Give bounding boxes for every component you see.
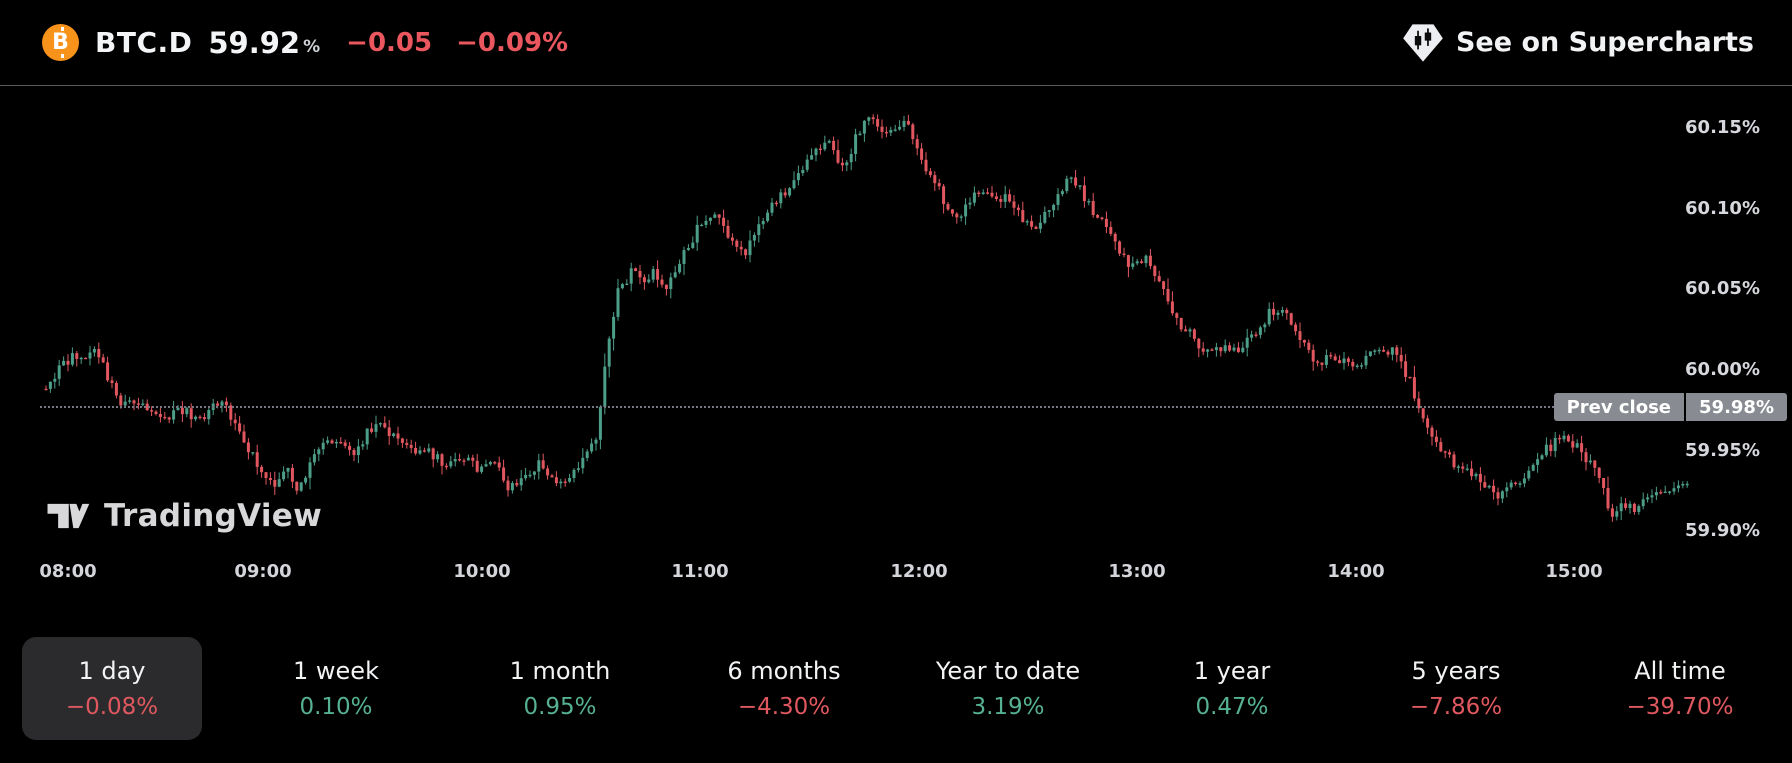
period-label: 1 week: [293, 657, 379, 685]
x-axis-tick: 14:00: [1327, 561, 1385, 582]
bitcoin-bar-bottom: [61, 54, 64, 58]
period-value: −0.08%: [65, 694, 159, 720]
candlestick-chart[interactable]: [0, 87, 1792, 560]
x-axis-tick: 09:00: [234, 561, 292, 582]
period-button-1-year[interactable]: 1 year 0.47%: [1142, 637, 1322, 740]
symbol-price: 59.92: [208, 25, 301, 60]
prev-close-label: Prev close 59.98%: [1553, 393, 1787, 421]
period-selector: 1 day −0.08% 1 week 0.10% 1 month 0.95% 6 mont…: [0, 631, 1792, 746]
bitcoin-b-glyph: B: [52, 30, 69, 55]
y-axis-tick: 59.90%: [1685, 520, 1760, 541]
x-axis-tick: 15:00: [1545, 561, 1603, 582]
period-label: 1 year: [1193, 657, 1271, 685]
tradingview-logo-icon: [47, 503, 90, 529]
y-axis-tick: 60.05%: [1685, 278, 1760, 299]
x-axis-tick: 08:00: [39, 561, 97, 582]
header: B BTC.D 59.92 % −0.05 −0.09% See on Supe…: [0, 0, 1792, 86]
period-value: 0.10%: [299, 694, 373, 720]
y-axis-tick: 59.95%: [1685, 440, 1760, 461]
price-changes: −0.05 −0.09%: [346, 28, 568, 58]
period-label: 1 month: [509, 657, 611, 685]
period-label: 6 months: [727, 657, 841, 685]
period-value: 0.95%: [523, 694, 597, 720]
x-axis-tick: 10:00: [453, 561, 511, 582]
period-button-1-week[interactable]: 1 week 0.10%: [246, 637, 426, 740]
period-button-year-to-date[interactable]: Year to date 3.19%: [918, 637, 1098, 740]
symbol-name: BTC.D: [95, 26, 193, 59]
bitcoin-icon: B: [42, 24, 79, 61]
period-label: 1 day: [78, 657, 146, 685]
period-label: All time: [1634, 657, 1726, 685]
supercharts-icon: [1403, 23, 1443, 62]
change-absolute: −0.05: [346, 27, 433, 58]
period-value: 3.19%: [971, 694, 1045, 720]
price-percent-sign: %: [303, 36, 321, 57]
bitcoin-bar-top: [61, 27, 64, 31]
supercharts-label: See on Supercharts: [1455, 27, 1754, 58]
period-label: 5 years: [1411, 657, 1501, 685]
watermark-label: TradingView: [104, 498, 323, 534]
period-button-all-time[interactable]: All time −39.70%: [1590, 637, 1770, 740]
prev-close-value: 59.98%: [1686, 393, 1787, 421]
chart-area: Prev close 59.98% 60.15% 60.10% 60.05% 60.0…: [0, 87, 1792, 582]
change-percent: −0.09%: [456, 27, 569, 58]
period-button-5-years[interactable]: 5 years −7.86%: [1366, 637, 1546, 740]
period-button-1-month[interactable]: 1 month 0.95%: [470, 637, 650, 740]
y-axis-tick: 60.10%: [1685, 198, 1760, 219]
y-axis-tick: 60.00%: [1685, 359, 1760, 380]
period-value: −39.70%: [1626, 694, 1734, 720]
period-button-1-day[interactable]: 1 day −0.08%: [22, 637, 202, 740]
x-axis-tick: 13:00: [1108, 561, 1166, 582]
period-button-6-months[interactable]: 6 months −4.30%: [694, 637, 874, 740]
x-axis-tick: 11:00: [671, 561, 729, 582]
y-axis-tick: 60.15%: [1685, 117, 1760, 138]
prev-close-line: [40, 406, 1586, 408]
x-axis-tick: 12:00: [890, 561, 948, 582]
prev-close-text: Prev close: [1553, 393, 1685, 421]
period-label: Year to date: [935, 657, 1081, 685]
symbol-group: B BTC.D 59.92 % −0.05 −0.09%: [42, 24, 568, 61]
period-value: 0.47%: [1195, 694, 1269, 720]
tradingview-watermark[interactable]: TradingView: [46, 496, 322, 536]
period-value: −4.30%: [737, 694, 831, 720]
period-value: −7.86%: [1409, 694, 1503, 720]
supercharts-link[interactable]: See on Supercharts: [1402, 23, 1754, 63]
